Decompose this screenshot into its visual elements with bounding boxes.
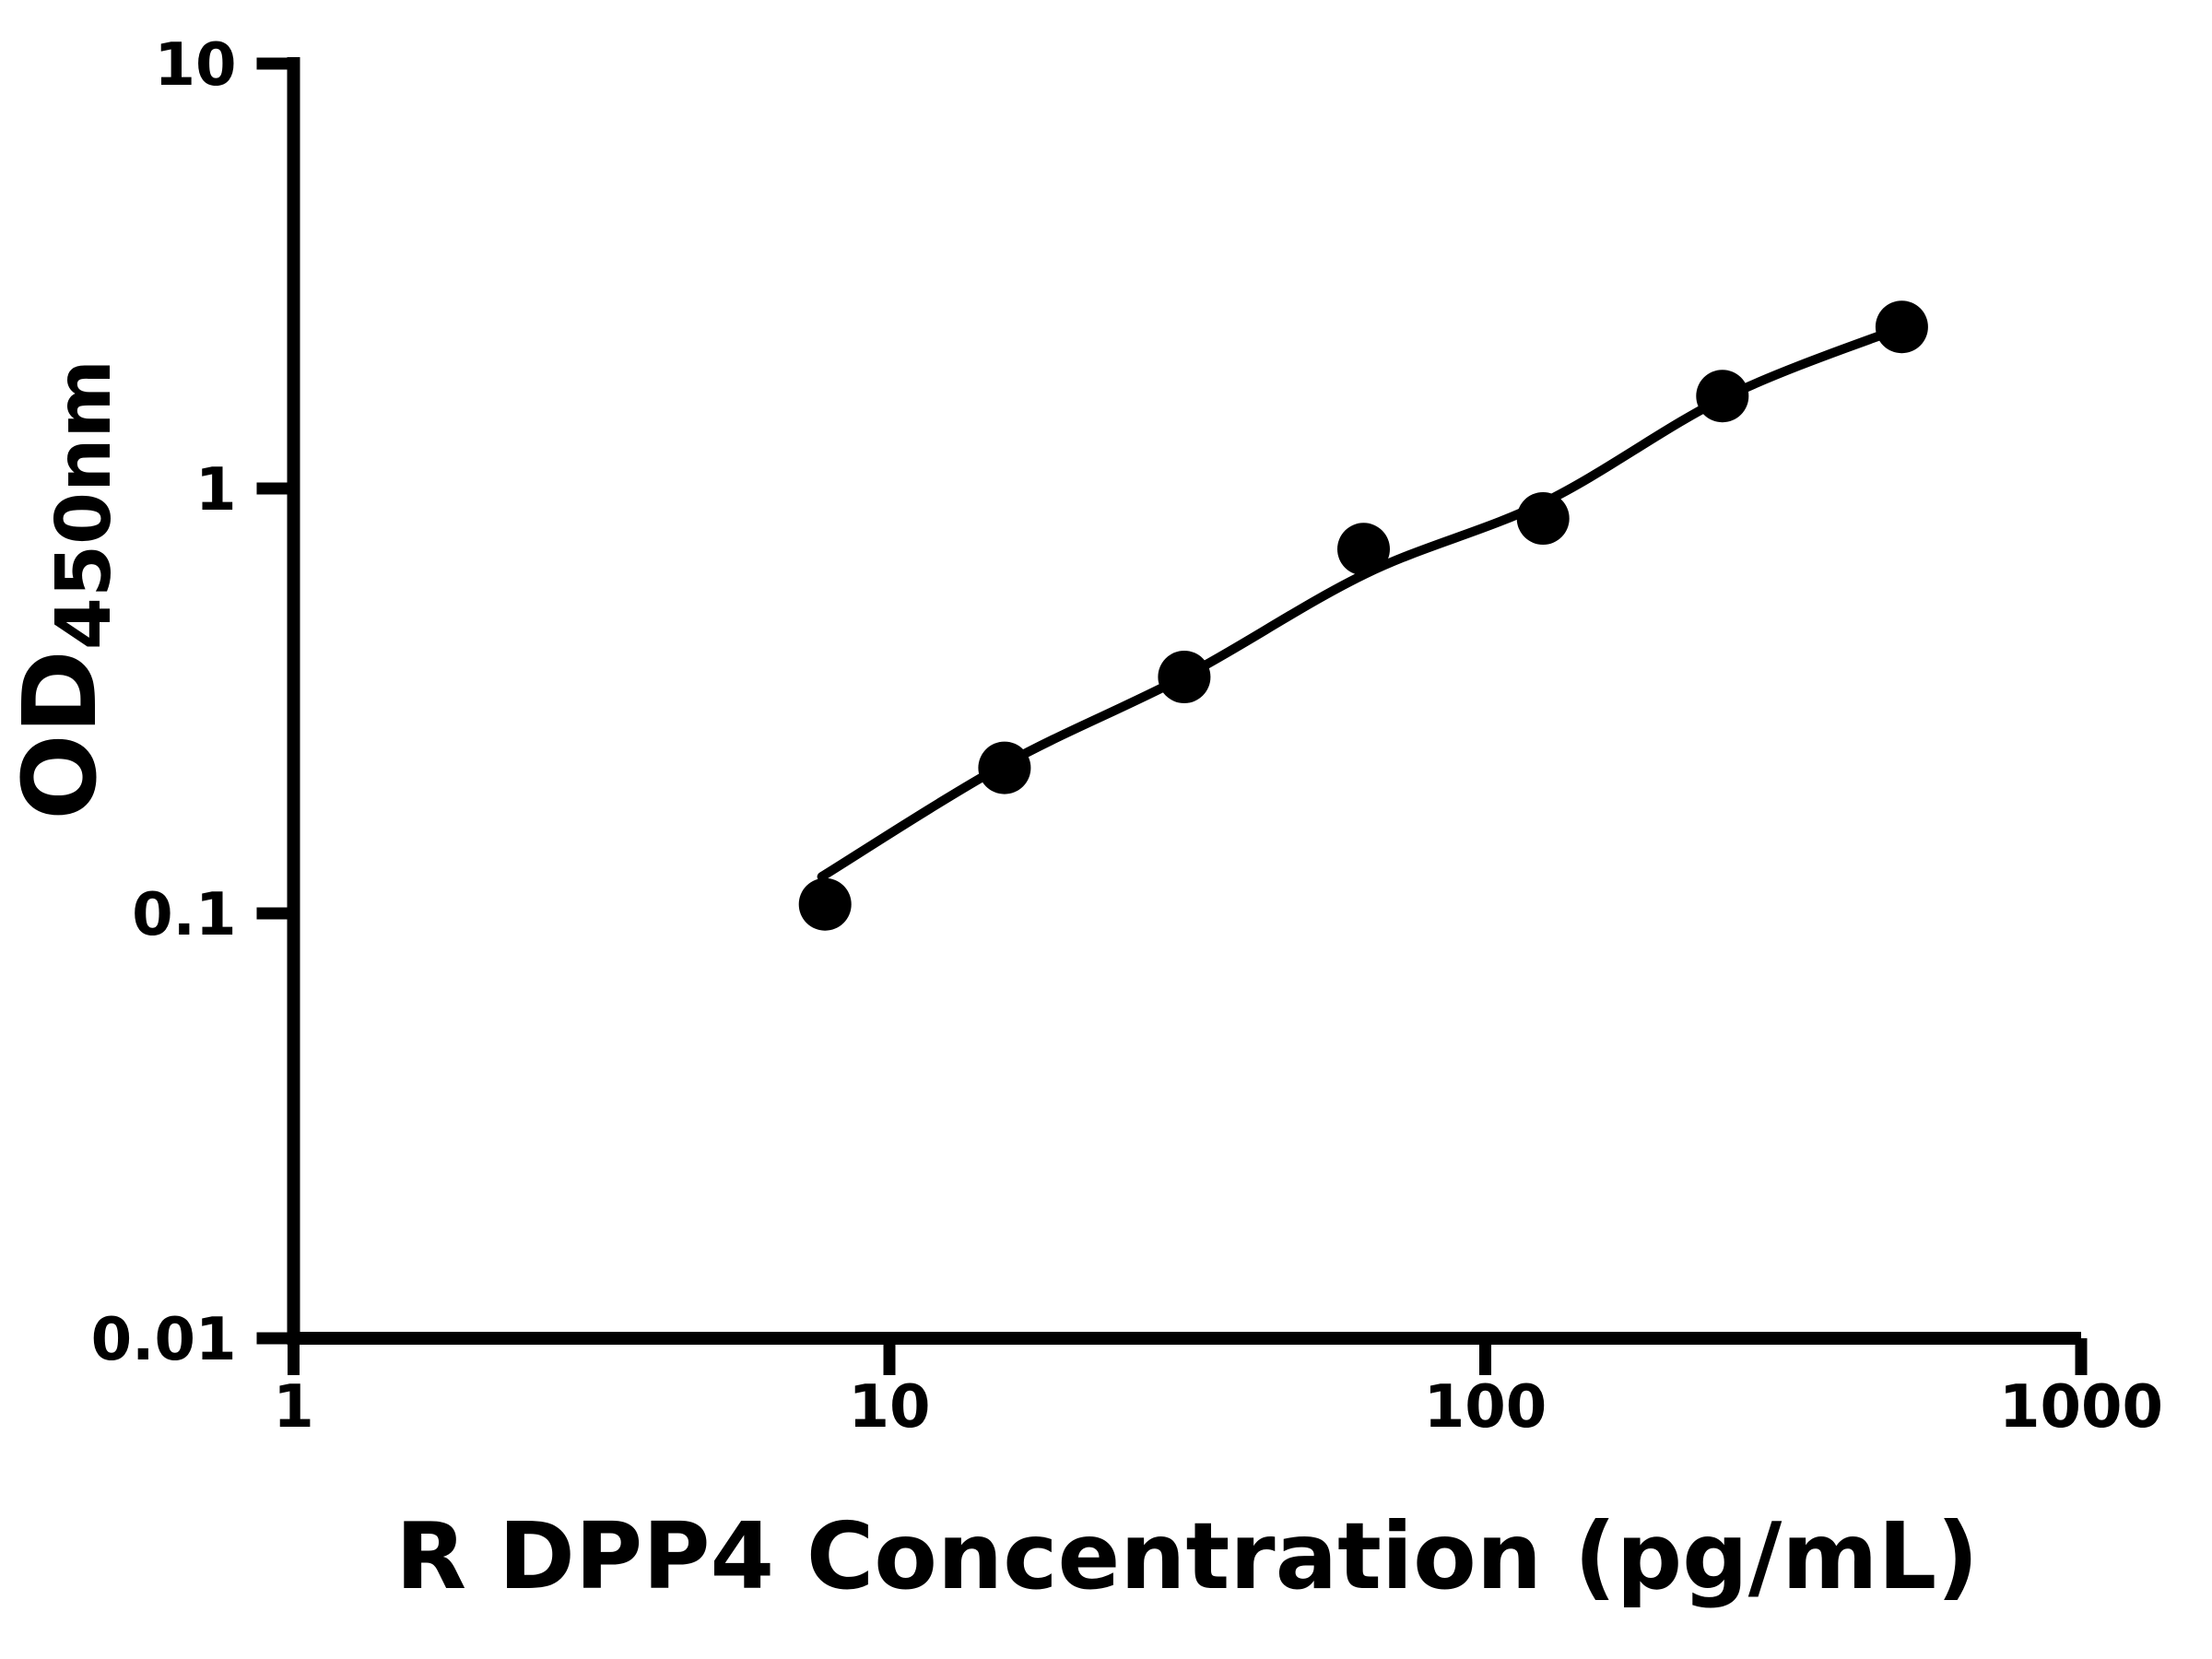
x-tick-label: 10 (848, 1373, 930, 1441)
data-point (1158, 651, 1211, 703)
y-axis-title-subscript: 450nm (41, 359, 128, 650)
y-tick-label: 0.01 (91, 1306, 237, 1374)
x-tick-label: 1000 (1999, 1373, 2163, 1441)
data-point (1516, 492, 1570, 545)
tick-marks (256, 57, 2088, 1375)
y-axis-title: OD450nm (1, 359, 128, 820)
axes (287, 57, 2081, 1345)
y-tick-label: 1 (195, 456, 237, 524)
y-tick-label: 10 (154, 31, 236, 100)
x-tick-label: 1 (273, 1373, 314, 1441)
data-point (798, 877, 852, 931)
x-tick-label: 100 (1424, 1373, 1547, 1441)
data-point (1337, 523, 1390, 576)
data-point (1875, 300, 1928, 354)
plot-area (798, 300, 1928, 931)
x-axis-title: R DPP4 Concentration (pg/mL) (395, 1502, 1979, 1610)
data-point (1696, 370, 1749, 423)
tick-labels: 1 10 100 1000 10 1 0.1 0.01 (91, 31, 2163, 1441)
data-point (978, 741, 1031, 794)
y-axis-title-main: OD (1, 650, 119, 820)
y-tick-label: 0.1 (132, 881, 236, 949)
